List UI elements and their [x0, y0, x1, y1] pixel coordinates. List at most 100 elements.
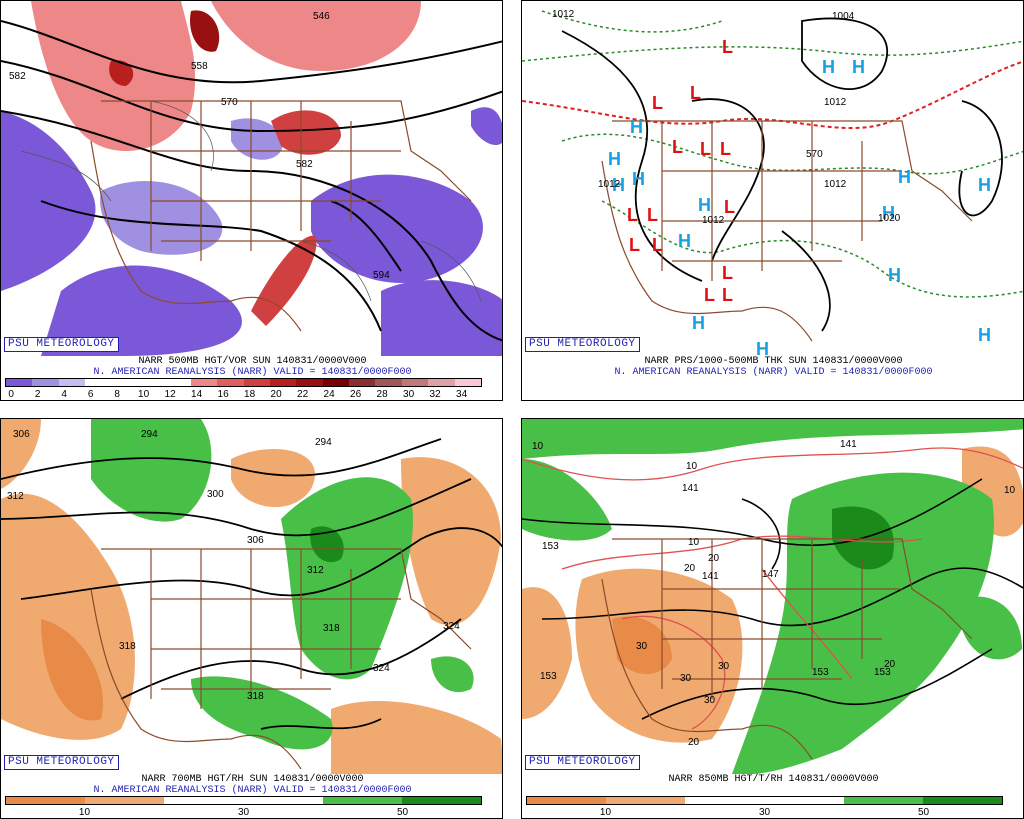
- high-pressure-label: H: [632, 169, 645, 189]
- temperature-label: 20: [884, 659, 896, 670]
- temperature-label: 30: [680, 673, 692, 684]
- colorbar-swatch: [137, 379, 165, 386]
- colorbar-tick-label: 34: [456, 389, 468, 400]
- colorbar-tick-label: 30: [237, 807, 250, 818]
- contour-label: 300: [207, 489, 224, 500]
- vorticity-max-area: [109, 60, 134, 86]
- contour-label: 570: [806, 149, 823, 160]
- contour-label: 153: [540, 671, 557, 682]
- colorbar-swatch: [164, 379, 191, 386]
- contour-label: 306: [13, 429, 30, 440]
- temperature-label: 10: [532, 441, 544, 452]
- dry-air-area: [812, 439, 902, 463]
- colorbar-swatch: [243, 797, 323, 804]
- psu-meteorology-badge: PSU METEOROLOGY: [525, 337, 640, 352]
- low-pressure-label: L: [647, 205, 658, 225]
- vorticity-max-area: [271, 110, 341, 155]
- colorbar-ticks: 1030507090: [5, 807, 482, 818]
- colorbar-swatch: [32, 379, 59, 386]
- colorbar-swatch: [6, 379, 33, 386]
- colorbar-rh: [5, 796, 482, 805]
- high-pressure-label: H: [978, 175, 991, 195]
- colorbar-swatch: [401, 379, 429, 386]
- psu-meteorology-badge: PSU METEOROLOGY: [4, 755, 119, 770]
- vorticity-max-area: [251, 235, 317, 326]
- low-pressure-label: L: [704, 285, 715, 305]
- temperature-label: 30: [718, 661, 730, 672]
- colorbar-swatch: [58, 379, 86, 386]
- valid-time: N. AMERICAN REANALYSIS (NARR) VALID = 14…: [93, 785, 412, 796]
- contour-label: 594: [373, 270, 390, 281]
- contour-label: 318: [247, 691, 264, 702]
- high-pressure-label: H: [692, 313, 705, 333]
- vorticity-contours: [20, 100, 482, 302]
- colorbar-swatch: [606, 797, 686, 804]
- contour-label: 153: [542, 541, 559, 552]
- colorbar-swatch: [85, 797, 165, 804]
- colorbar-swatch: [401, 797, 482, 804]
- moist-air-area: [732, 472, 994, 774]
- low-pressure-label: L: [690, 83, 701, 103]
- valid-time: N. AMERICAN REANALYSIS (NARR) VALID = 14…: [93, 367, 412, 378]
- high-pressure-label: H: [888, 265, 901, 285]
- contour-label: 558: [191, 61, 208, 72]
- contour-label: 1012: [552, 9, 575, 20]
- colorbar-tick-label: 12: [164, 389, 176, 400]
- low-pressure-label: L: [629, 235, 640, 255]
- colorbar-tick-label: 22: [297, 389, 309, 400]
- moist-air-area: [522, 459, 612, 541]
- temperature-label: 10: [688, 537, 700, 548]
- isobars: [561, 17, 1003, 332]
- colorbar-tick-label: 50: [917, 807, 930, 818]
- dry-air-area: [1, 419, 41, 489]
- contour-label: 294: [315, 437, 332, 448]
- political-borders: [601, 538, 973, 760]
- contour-label: 141: [840, 439, 857, 450]
- high-pressure-label: H: [978, 325, 991, 345]
- colorbar-swatch: [454, 379, 482, 386]
- low-pressure-label: L: [627, 205, 638, 225]
- dry-air-area: [1, 493, 135, 740]
- colorbar-swatch: [164, 797, 244, 804]
- product-title: NARR 700MB HGT/RH SUN 140831/0000V000: [141, 774, 364, 785]
- political-borders: [601, 120, 973, 342]
- colorbar-tick-label: 30: [403, 389, 415, 400]
- colorbar-swatch: [322, 379, 350, 386]
- low-pressure-label: L: [700, 139, 711, 159]
- contour-label: 324: [443, 621, 460, 632]
- colorbar-tick-label: 10: [138, 389, 150, 400]
- colorbar-tick-label: 28: [376, 389, 388, 400]
- colorbar-swatch: [843, 797, 923, 804]
- contour-labels: 306 294 312 300 306 312 318 318 324 324 …: [7, 429, 460, 702]
- valid-time: N. AMERICAN REANALYSIS (NARR) VALID = 14…: [614, 367, 933, 378]
- moist-air-area: [310, 526, 344, 563]
- contour-label: 318: [323, 623, 340, 634]
- contour-label: 1020: [878, 213, 901, 224]
- contour-label: 141: [682, 483, 699, 494]
- product-title: NARR 850MB HGT/T/RH 140831/0000V000: [668, 774, 879, 785]
- temperature-label: 30: [636, 641, 648, 652]
- contour-label: 582: [296, 159, 313, 170]
- contour-label: 147: [762, 569, 779, 580]
- contour-label: 312: [307, 565, 324, 576]
- psu-meteorology-badge: PSU METEOROLOGY: [4, 337, 119, 352]
- vorticity-low-area: [231, 118, 283, 160]
- high-pressure-label: H: [898, 167, 911, 187]
- temperature-label: 10: [1004, 485, 1016, 496]
- colorbar-swatch: [764, 797, 844, 804]
- low-pressure-label: L: [652, 93, 663, 113]
- vorticity-low-area: [381, 280, 502, 356]
- colorbar-tick-label: 0: [8, 389, 14, 400]
- contour-labels: 582 558 570 582 594 546: [9, 11, 390, 281]
- panel-850mb-temp-rh: 141 153 141 147 153 153 153 141 10 10 10…: [521, 418, 1024, 819]
- contour-label: 141: [702, 571, 719, 582]
- colorbar-tick-label: 14: [191, 389, 203, 400]
- contour-label: 1004: [832, 11, 855, 22]
- product-title: NARR PRS/1000-500MB THK SUN 140831/0000V…: [644, 356, 903, 367]
- colorbar-tick-label: 18: [244, 389, 256, 400]
- colorbar-swatch: [428, 379, 455, 386]
- panel-pressure-thickness: L L L L L L L L L L L L L L H H H H H H …: [521, 0, 1024, 401]
- colorbar-tick-label: 26: [350, 389, 362, 400]
- contour-label: 294: [141, 429, 158, 440]
- vorticity-max-area: [190, 10, 220, 52]
